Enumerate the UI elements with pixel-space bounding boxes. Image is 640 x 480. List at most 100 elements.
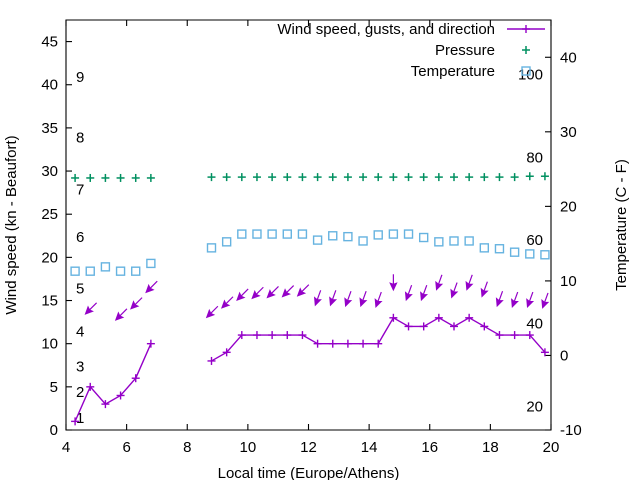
square-marker: [540, 250, 550, 260]
square-marker: [494, 244, 505, 254]
wind-direction-arrow: [236, 288, 249, 302]
wind-direction-arrow: [344, 291, 353, 308]
wind-direction-arrow: [313, 290, 322, 307]
y-tick-label: 15: [41, 293, 58, 310]
x-tick-label: 4: [62, 439, 70, 456]
square-marker: [418, 232, 429, 243]
fahrenheit-label: 20: [526, 398, 543, 415]
square-marker: [100, 262, 111, 272]
y-tick-label: 10: [41, 336, 58, 353]
wind-direction-arrow: [359, 291, 368, 308]
square-marker: [131, 266, 141, 276]
beaufort-label: 4: [76, 324, 84, 341]
wind-direction-arrow: [296, 284, 310, 297]
plot-frame: [65, 19, 552, 431]
square-marker: [206, 243, 217, 253]
beaufort-label: 1: [76, 410, 84, 427]
square-marker: [403, 229, 414, 239]
wind-direction-arrow: [251, 286, 264, 300]
square-marker: [434, 237, 444, 247]
wind-direction-arrow: [130, 297, 143, 310]
beaufort-label: 8: [76, 130, 84, 147]
y-tick-label: 5: [50, 379, 58, 396]
legend-label-2: Temperature: [411, 63, 495, 80]
wind-direction-arrow: [541, 292, 550, 309]
x-tick-label: 20: [543, 439, 560, 456]
wind-direction-arrow: [450, 282, 459, 299]
square-marker: [328, 231, 338, 241]
y-axis-label: Wind speed (kn - Beaufort): [3, 135, 20, 314]
square-marker: [521, 66, 531, 76]
wind-direction-arrow: [389, 274, 398, 292]
wind-direction-arrow: [114, 308, 128, 321]
beaufort-label: 7: [76, 181, 84, 198]
square-marker: [312, 235, 323, 245]
x-tick-label: 12: [300, 439, 317, 456]
square-marker: [464, 236, 474, 246]
square-marker: [509, 247, 520, 257]
wind-speed-line: [74, 343, 152, 422]
square-marker: [343, 231, 353, 242]
wind-direction-arrow: [511, 291, 519, 309]
y2-axis-label: Temperature (C - F): [613, 159, 630, 291]
x-axis-label: Local time (Europe/Athens): [218, 465, 400, 480]
square-marker: [267, 229, 277, 239]
y-tick-label: 40: [41, 77, 58, 94]
wind-direction-arrow: [526, 291, 535, 309]
square-marker: [85, 266, 95, 276]
wind-direction-arrow: [420, 284, 428, 302]
wind-direction-arrow: [145, 280, 158, 294]
y-tick-label: 35: [41, 120, 58, 137]
y-tick-label: 45: [41, 34, 58, 51]
wind-direction-arrow: [84, 302, 98, 315]
wind-direction-arrow: [495, 291, 504, 308]
square-marker: [388, 229, 399, 239]
y-tick-label: 20: [41, 249, 58, 266]
wind-direction-arrow: [374, 291, 383, 309]
x-tick-label: 10: [240, 439, 257, 456]
wind-direction-arrow: [266, 285, 279, 299]
x-tick-label: 8: [183, 439, 191, 456]
beaufort-label: 5: [76, 281, 84, 298]
legend-label-1: Pressure: [435, 42, 495, 59]
y2-tick-label: 40: [560, 49, 577, 66]
beaufort-label: 9: [76, 69, 84, 86]
wind-direction-arrow: [465, 274, 474, 291]
y2-tick-label: 10: [560, 273, 577, 290]
square-marker: [297, 229, 308, 239]
wind-direction-arrow: [480, 281, 489, 298]
beaufort-label: 2: [76, 384, 84, 401]
square-marker: [70, 266, 80, 276]
square-marker: [115, 266, 126, 276]
x-tick-label: 16: [421, 439, 438, 456]
square-marker: [373, 230, 383, 240]
y2-tick-label: 0: [560, 347, 568, 364]
wind-direction-arrow: [205, 305, 219, 319]
square-marker: [358, 236, 368, 246]
square-marker: [237, 229, 247, 239]
y2-tick-label: -10: [560, 422, 582, 439]
fahrenheit-label: 60: [526, 232, 543, 249]
square-marker: [525, 249, 535, 259]
legend-label-0: Wind speed, gusts, and direction: [277, 21, 495, 38]
square-marker: [221, 237, 232, 247]
beaufort-label: 6: [76, 229, 84, 246]
wind-direction-arrow: [435, 274, 444, 291]
beaufort-label: 3: [76, 358, 84, 375]
y-tick-label: 0: [50, 422, 58, 439]
x-tick-label: 18: [482, 439, 499, 456]
wind-direction-arrow: [329, 290, 338, 307]
wind-direction-arrow: [220, 296, 234, 309]
x-tick-label: 6: [122, 439, 130, 456]
square-marker: [479, 243, 490, 253]
wind-speed-line: [211, 316, 546, 362]
fahrenheit-label: 80: [526, 149, 543, 166]
square-marker: [449, 236, 459, 246]
wind-direction-arrow: [281, 285, 295, 298]
fahrenheit-label: 40: [526, 316, 543, 333]
wind-direction-arrow: [404, 284, 413, 302]
x-tick-label: 14: [361, 439, 378, 456]
square-marker: [146, 258, 156, 269]
